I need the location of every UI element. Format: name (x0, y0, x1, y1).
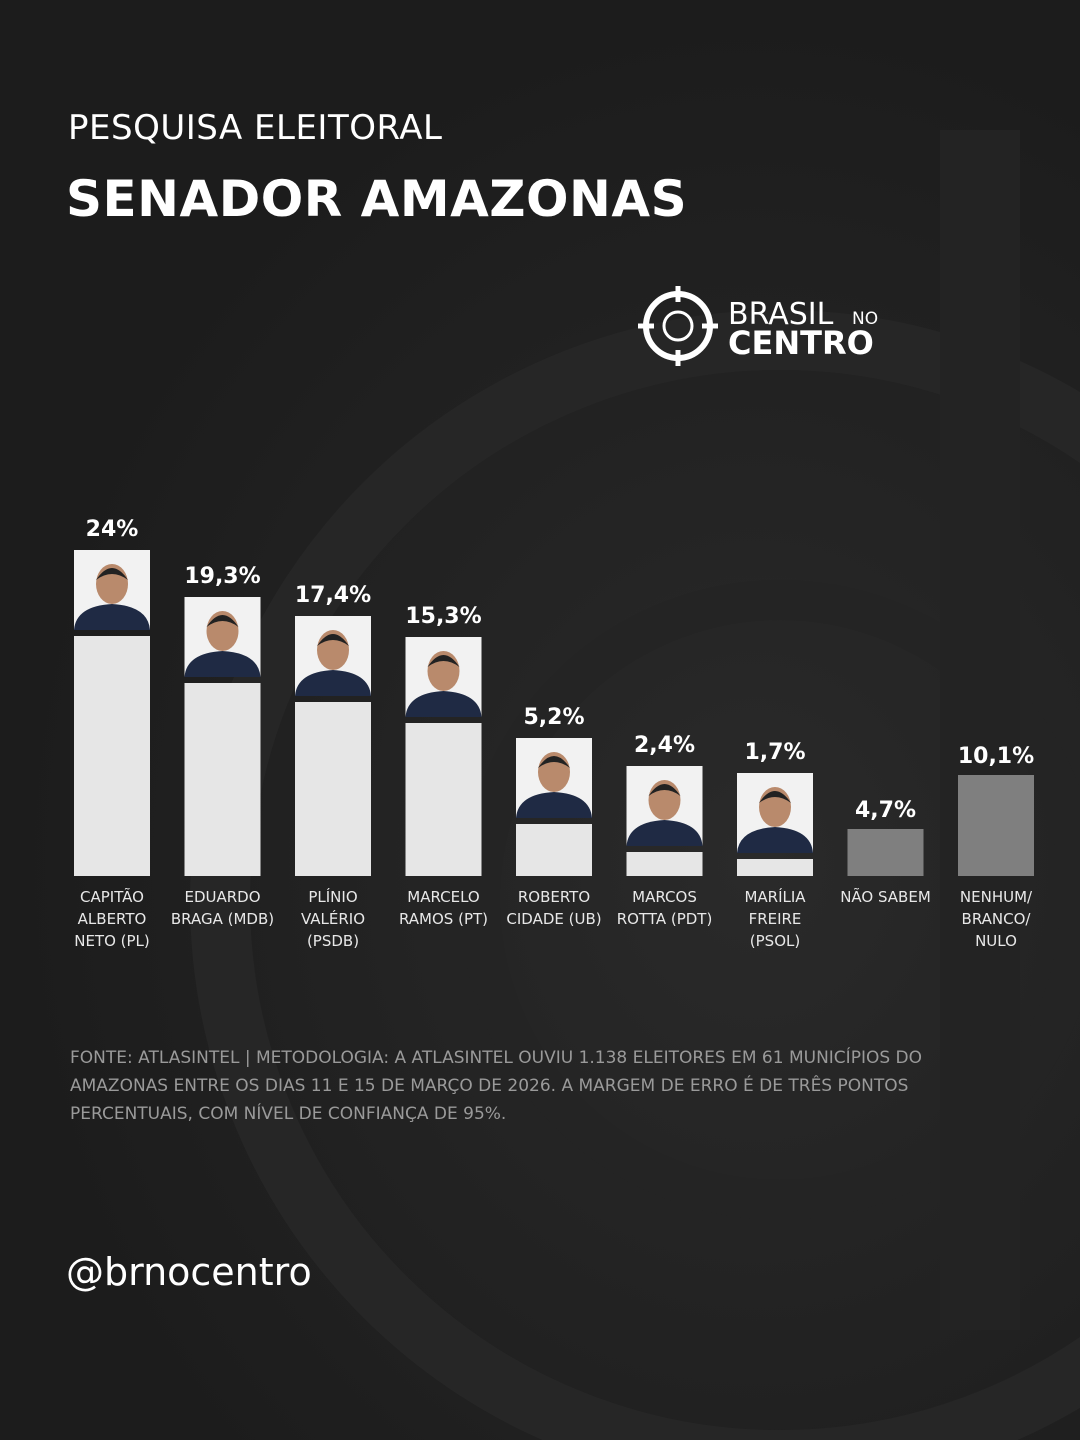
photo-body (184, 651, 261, 677)
candidate-photo (516, 738, 592, 818)
value-label: 4,7% (855, 798, 916, 823)
value-label: 1,7% (744, 740, 805, 765)
photo-hair (96, 568, 128, 580)
bar (737, 859, 813, 876)
candidate-photo (74, 550, 150, 630)
photo-hair (427, 655, 460, 667)
candidate-photo (405, 637, 482, 717)
chart: 24% 19,3% 17,4% 15,3% 5,2% 2,4% 1,7% 4,7% 10,1% (74, 517, 1034, 876)
category-label: MARÍLIA FREIRE (PSOL) (744, 888, 806, 950)
title: SENADOR AMAZONAS (66, 170, 688, 228)
bar (295, 702, 371, 876)
photo-body (74, 604, 150, 630)
photo-hair (648, 784, 681, 796)
logo: BRASIL NO CENTRO (638, 286, 878, 366)
photo-body (516, 792, 592, 818)
subtitle: PESQUISA ELEITORAL (68, 108, 443, 148)
candidate-photo (295, 616, 371, 696)
logo-text: CENTRO (728, 324, 874, 362)
category-label: NENHUM/ BRANCO/ NULO (959, 888, 1033, 950)
logo-text: NO (852, 309, 878, 329)
value-label: 5,2% (523, 705, 584, 730)
value-label: 19,3% (184, 564, 260, 589)
candidate-photo (184, 597, 261, 677)
candidate-photo (626, 766, 703, 846)
bar (516, 824, 592, 876)
photo-hair (317, 634, 349, 646)
category-label: CAPITÃO ALBERTO NETO (PL) (74, 888, 150, 950)
photo-body (626, 820, 703, 846)
category-label: NÃO SABEM (840, 888, 931, 906)
value-label: 2,4% (634, 733, 695, 758)
photo-body (295, 670, 371, 696)
value-label: 10,1% (958, 744, 1034, 769)
value-label: 24% (86, 517, 139, 542)
photo-hair (206, 615, 239, 627)
source-note: FONTE: ATLASINTEL | METODOLOGIA: A ATLAS… (70, 1048, 923, 1124)
photo-body (737, 827, 813, 853)
category-label: PLÍNIO VALÉRIO (PSDB) (300, 888, 366, 950)
category-label: MARCELO RAMOS (PT) (398, 888, 489, 928)
category-label: ROBERTO CIDADE (UB) (506, 888, 602, 928)
bar (405, 723, 482, 876)
value-label: 17,4% (295, 583, 371, 608)
bar (184, 683, 261, 876)
category-label: MARCOS ROTTA (PDT) (616, 888, 713, 928)
photo-body (405, 691, 482, 717)
bar (626, 852, 703, 876)
handle: @brnocentro (66, 1250, 312, 1294)
bar (74, 636, 150, 876)
photo-hair (538, 756, 570, 768)
logo-text: BRASIL (728, 297, 834, 332)
candidate-photo (737, 773, 813, 853)
category-label: EDUARDO BRAGA (MDB) (170, 888, 275, 928)
bar (958, 775, 1034, 876)
bar (847, 829, 924, 876)
photo-hair (759, 791, 791, 803)
value-label: 15,3% (405, 604, 481, 629)
